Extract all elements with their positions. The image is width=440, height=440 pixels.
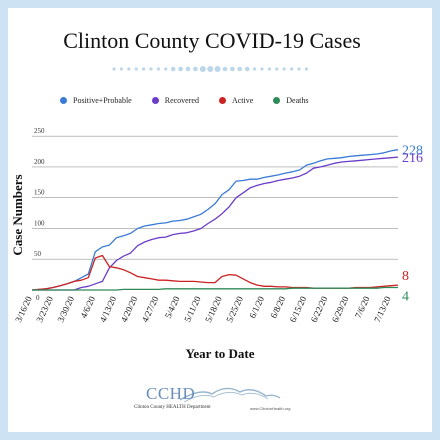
x-tick-label: 7/13/20 xyxy=(372,294,393,324)
divider-dot xyxy=(253,67,257,71)
legend-swatch-recovered xyxy=(151,96,159,104)
x-tick-label: 4/20/20 xyxy=(119,294,140,324)
divider-dot xyxy=(156,67,160,71)
legend-swatch-active xyxy=(218,96,226,104)
x-tick-label: 4/13/20 xyxy=(98,294,119,324)
legend-label-active: Active xyxy=(231,95,254,105)
x-tick-label: 6/15/20 xyxy=(288,294,309,324)
chart-card xyxy=(8,8,432,432)
y-tick-label: 150 xyxy=(34,189,45,197)
legend-item-positive: Positive+Probable xyxy=(60,96,132,105)
divider-dot xyxy=(230,66,235,72)
legend-label-recovered: Recovered xyxy=(164,95,199,105)
x-tick-label: 5/11/20 xyxy=(182,294,203,323)
legend-item-active: Active xyxy=(218,95,254,105)
x-tick-label: 3/30/20 xyxy=(55,294,76,324)
dot-divider xyxy=(112,66,308,72)
y-axis-label: Case Numbers xyxy=(10,174,25,255)
divider-dot xyxy=(185,66,191,72)
y-tick-label: 100 xyxy=(34,219,45,227)
divider-dot xyxy=(214,66,221,72)
divider-dot xyxy=(149,67,153,71)
series-line-active xyxy=(31,254,399,291)
legend-item-deaths: Deaths xyxy=(273,96,308,105)
divider-dot xyxy=(237,66,243,72)
logo-text: CCHD xyxy=(146,384,196,403)
divider-dot xyxy=(290,67,294,71)
legend-item-recovered: Recovered xyxy=(151,95,199,105)
x-tick-label: 6/29/20 xyxy=(330,294,351,324)
cchd-logo-mountains xyxy=(179,387,281,403)
divider-dot xyxy=(244,66,250,72)
series-line-deaths xyxy=(32,286,398,291)
x-tick-label: 7/6/20 xyxy=(353,294,372,320)
divider-dot xyxy=(282,67,286,71)
divider-dot xyxy=(170,66,176,72)
y-tick-label: 250 xyxy=(34,127,45,135)
divider-dot xyxy=(222,66,228,72)
legend-label-deaths: Deaths xyxy=(286,95,309,105)
y-tick-label: 200 xyxy=(34,158,45,166)
legend-swatch-positive xyxy=(60,96,67,104)
divider-dot xyxy=(127,67,131,71)
divider-dot xyxy=(142,67,146,71)
divider-dot xyxy=(134,67,138,71)
logo-subtext: Clinton County HEALTH Department xyxy=(134,405,211,410)
divider-dot xyxy=(297,67,301,71)
x-tick-label: 6/8/20 xyxy=(268,294,287,320)
series-line-positive-probable xyxy=(31,149,399,291)
x-tick-label: 4/27/20 xyxy=(140,294,161,324)
logo-url: www.ClintonHealth.org xyxy=(250,406,291,411)
chart-title: Clinton County COVID-19 Cases xyxy=(63,28,361,53)
divider-dot xyxy=(207,66,214,72)
y-tick-label: 50 xyxy=(34,250,42,258)
chart-legend: Positive+Probable Recovered Active Death… xyxy=(60,92,308,108)
x-tick-label: 5/4/20 xyxy=(163,294,182,320)
x-tick-label: 6/1/20 xyxy=(247,294,266,320)
x-tick-label: 5/18/20 xyxy=(203,294,224,324)
x-tick-label: 4/6/20 xyxy=(78,294,97,320)
x-tick-label: 3/16/20 xyxy=(13,294,34,324)
y-tick-label: 0 xyxy=(36,294,40,302)
end-value-label: 8 xyxy=(402,269,409,284)
divider-dot xyxy=(164,67,168,71)
divider-dot xyxy=(267,67,271,71)
divider-dot xyxy=(199,66,206,72)
x-tick-label: 6/22/20 xyxy=(309,294,330,324)
end-value-label: 216 xyxy=(402,151,423,166)
end-value-label: 228 xyxy=(402,144,423,159)
legend-swatch-deaths xyxy=(273,96,281,104)
divider-dot xyxy=(193,66,198,72)
end-value-label: 4 xyxy=(402,290,409,305)
divider-dot xyxy=(304,67,308,71)
divider-dot xyxy=(112,67,116,71)
legend-label-positive: Positive+Probable xyxy=(73,95,132,105)
x-tick-label: 5/25/20 xyxy=(224,294,245,324)
x-axis-label: Year to Date xyxy=(185,346,254,361)
divider-dot xyxy=(119,67,123,71)
series-line-recovered xyxy=(32,156,399,291)
divider-dot xyxy=(178,66,183,72)
divider-dot xyxy=(260,67,264,71)
divider-dot xyxy=(275,67,279,71)
